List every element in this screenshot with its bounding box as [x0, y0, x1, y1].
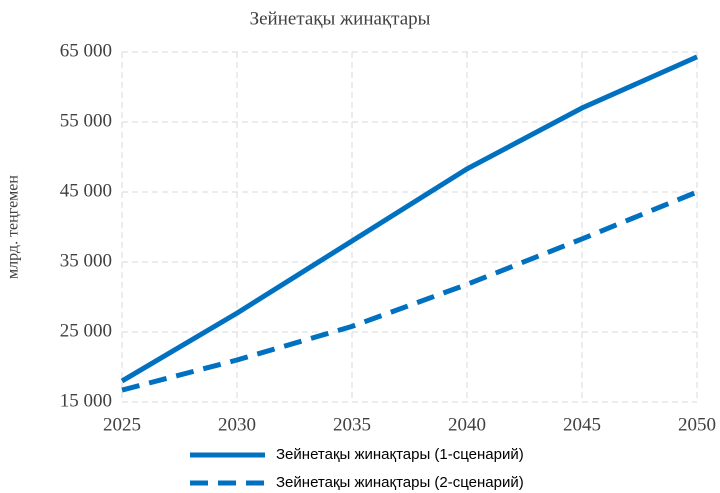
y-tick-label: 65 000 — [60, 40, 112, 61]
y-axis-label: млрд. теңгемен — [5, 175, 22, 279]
y-tick-label: 35 000 — [60, 250, 112, 271]
x-tick-label: 2025 — [103, 414, 141, 435]
line-series — [120, 54, 699, 384]
y-tick-label: 55 000 — [60, 110, 112, 131]
legend-label: Зейнетақы жинақтары (1-сценарий) — [276, 446, 524, 463]
y-tick-label: 25 000 — [60, 320, 112, 341]
x-tick-label: 2045 — [563, 414, 601, 435]
line-series — [121, 189, 698, 393]
legend-label: Зейнетақы жинақтары (2-сценарий) — [276, 474, 524, 491]
x-tick-label: 2050 — [678, 414, 716, 435]
x-tick-label: 2030 — [218, 414, 256, 435]
x-tick-label: 2035 — [333, 414, 371, 435]
x-tick-label: 2040 — [448, 414, 486, 435]
y-tick-label: 45 000 — [60, 180, 112, 201]
chart-title: Зейнетақы жинақтары — [250, 8, 431, 29]
y-tick-label: 15 000 — [60, 390, 112, 411]
